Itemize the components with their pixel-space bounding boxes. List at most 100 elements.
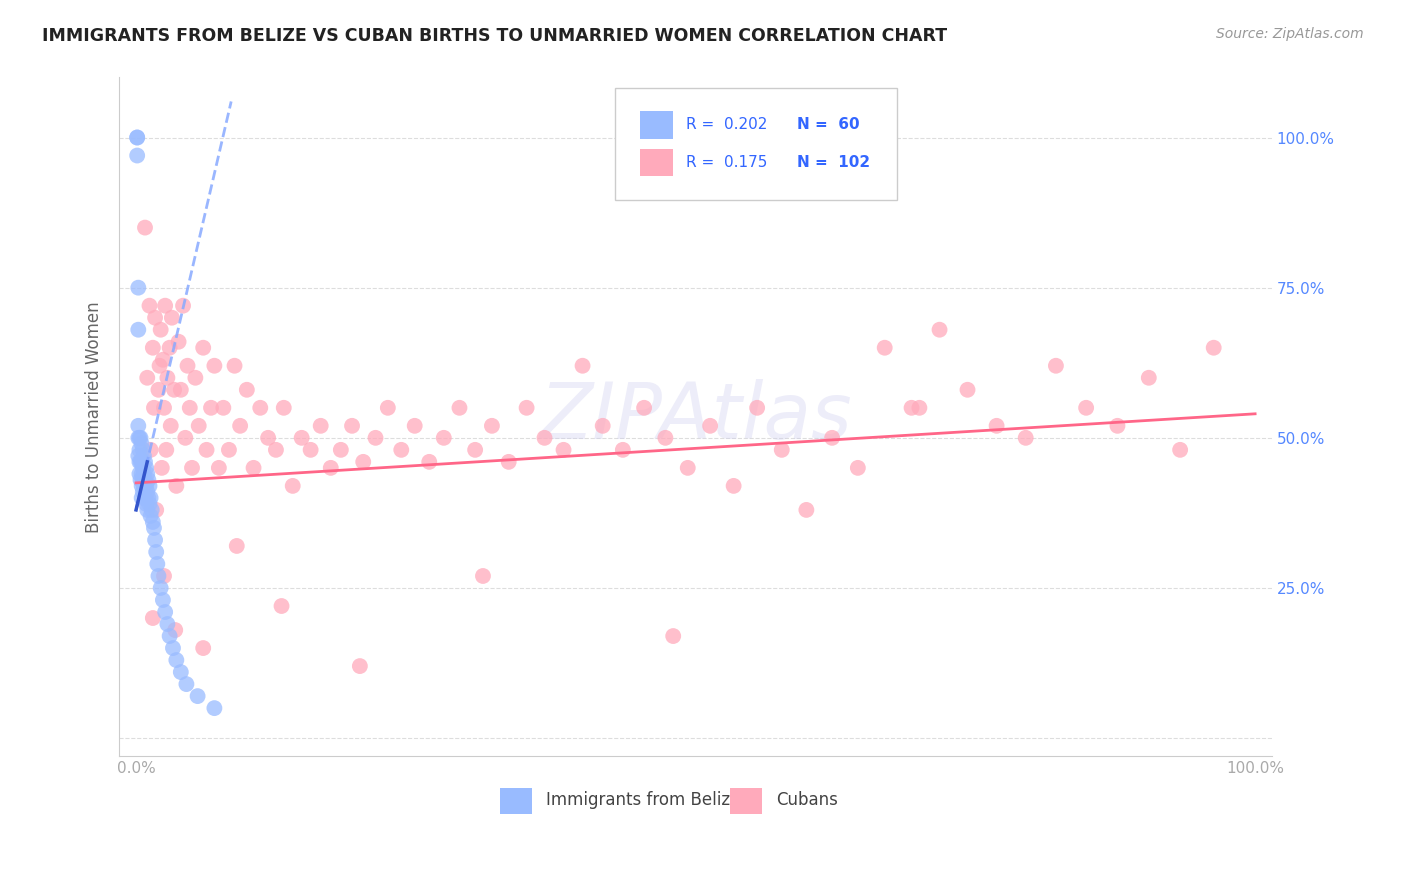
Point [364, 431, 387, 445]
Point [131, 455, 153, 469]
Point [136, 484, 159, 499]
Point [135, 461, 157, 475]
Point [172, 299, 194, 313]
Point [472, 569, 495, 583]
Point [723, 479, 745, 493]
Point [156, 617, 179, 632]
Point [184, 371, 207, 385]
Text: R =  0.175: R = 0.175 [686, 155, 768, 169]
Text: Cubans: Cubans [776, 791, 838, 809]
Point [389, 442, 412, 457]
Point [481, 418, 503, 433]
Point [127, 130, 149, 145]
Point [139, 442, 162, 457]
Point [156, 371, 179, 385]
Point [218, 442, 240, 457]
Point [128, 455, 150, 469]
Point [633, 401, 655, 415]
Point [377, 401, 399, 415]
Point [136, 503, 159, 517]
Point [956, 383, 979, 397]
Point [127, 323, 149, 337]
Point [821, 431, 844, 445]
Point [1202, 341, 1225, 355]
Point [193, 641, 215, 656]
Point [418, 455, 440, 469]
Point [281, 479, 304, 493]
Point [873, 341, 896, 355]
Point [208, 461, 231, 475]
Point [516, 401, 538, 415]
Point [212, 401, 235, 415]
Point [249, 401, 271, 415]
Point [299, 442, 322, 457]
FancyBboxPatch shape [499, 788, 531, 814]
Point [165, 653, 187, 667]
Point [127, 280, 149, 294]
Point [135, 497, 157, 511]
Point [747, 401, 769, 415]
Point [136, 467, 159, 481]
Point [1076, 401, 1098, 415]
Point [202, 701, 225, 715]
Text: N =  60: N = 60 [797, 118, 859, 132]
Point [174, 431, 197, 445]
Point [270, 599, 292, 613]
Point [145, 503, 167, 517]
Point [319, 461, 342, 475]
Point [699, 418, 721, 433]
Point [131, 479, 153, 493]
Point [291, 431, 314, 445]
Point [138, 299, 160, 313]
Point [138, 497, 160, 511]
Point [592, 418, 614, 433]
Point [257, 431, 280, 445]
Point [612, 442, 634, 457]
Y-axis label: Births to Unmarried Women: Births to Unmarried Women [86, 301, 103, 533]
Point [127, 449, 149, 463]
Point [162, 641, 184, 656]
Point [349, 659, 371, 673]
Point [352, 455, 374, 469]
Point [148, 359, 170, 373]
Point [553, 442, 575, 457]
Text: Source: ZipAtlas.com: Source: ZipAtlas.com [1216, 27, 1364, 41]
Point [654, 431, 676, 445]
Point [143, 533, 166, 547]
Point [236, 383, 259, 397]
Point [132, 461, 155, 475]
Point [142, 341, 165, 355]
Text: R =  0.202: R = 0.202 [686, 118, 768, 132]
Point [165, 479, 187, 493]
Point [141, 503, 163, 517]
Point [404, 418, 426, 433]
Point [136, 371, 159, 385]
Point [165, 623, 187, 637]
Point [143, 521, 166, 535]
Point [464, 442, 486, 457]
Point [449, 401, 471, 415]
FancyBboxPatch shape [640, 149, 672, 176]
Point [340, 418, 363, 433]
Point [167, 334, 190, 349]
Point [242, 461, 264, 475]
Point [138, 473, 160, 487]
Point [571, 359, 593, 373]
Point [176, 359, 198, 373]
Text: ZIPAtlas: ZIPAtlas [540, 379, 852, 455]
FancyBboxPatch shape [614, 87, 897, 200]
Point [145, 545, 167, 559]
Point [225, 539, 247, 553]
Point [127, 148, 149, 162]
FancyBboxPatch shape [730, 788, 762, 814]
Point [128, 431, 150, 445]
Point [498, 455, 520, 469]
Point [264, 442, 287, 457]
Point [127, 431, 149, 445]
Point [128, 442, 150, 457]
Point [138, 479, 160, 493]
Point [309, 418, 332, 433]
Point [159, 629, 181, 643]
Point [148, 569, 170, 583]
Point [986, 418, 1008, 433]
